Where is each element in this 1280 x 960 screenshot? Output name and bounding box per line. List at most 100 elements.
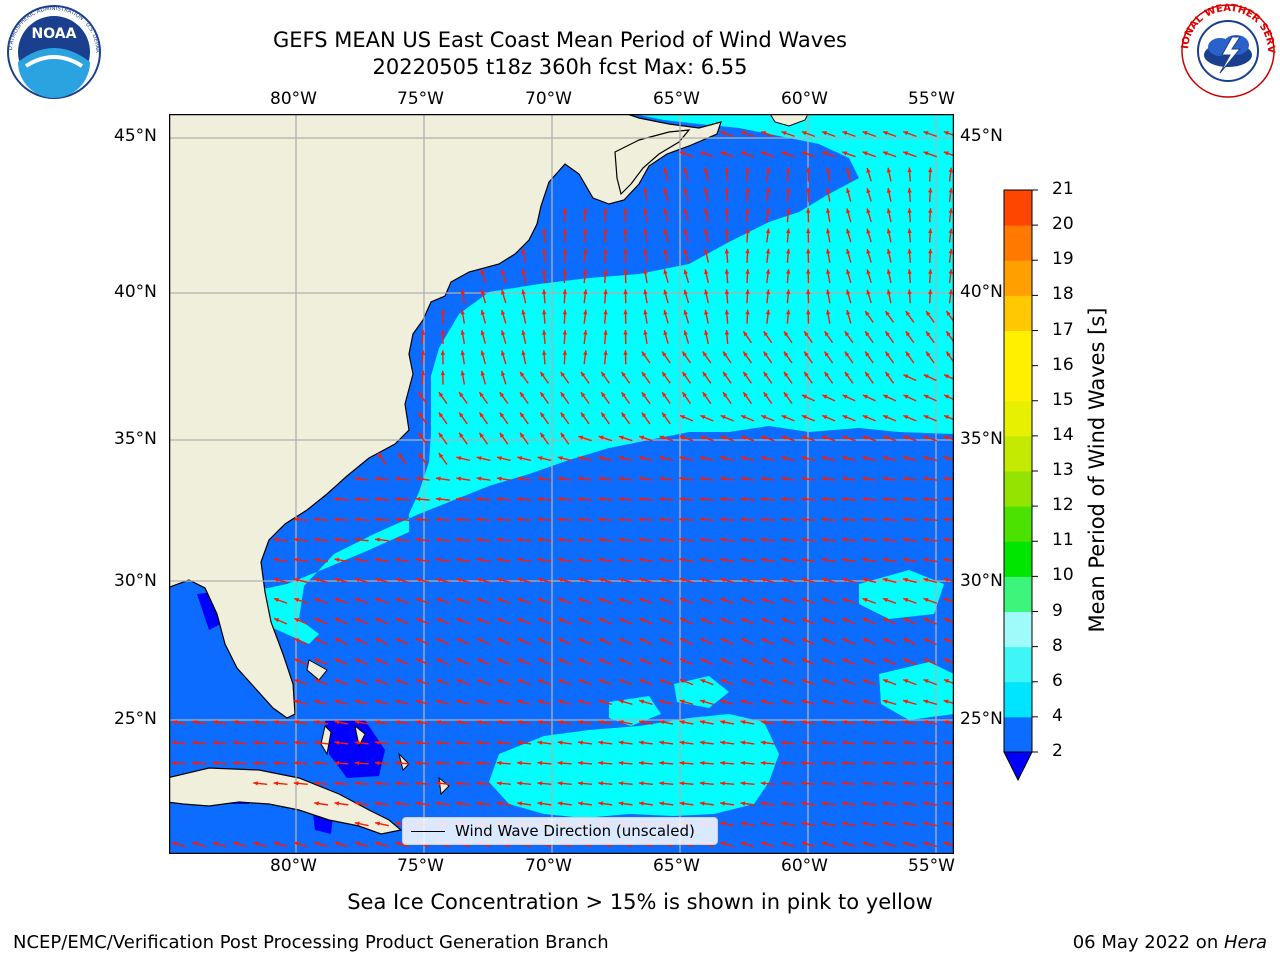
wave-direction-arrow	[537, 537, 552, 542]
wave-direction-arrow	[720, 720, 735, 725]
wave-direction-arrow	[435, 801, 450, 806]
wave-direction-arrow	[578, 678, 592, 686]
wave-direction-arrow	[740, 720, 755, 725]
wave-direction-arrow	[478, 391, 489, 405]
wave-direction-arrow	[232, 720, 247, 725]
wave-direction-arrow	[641, 371, 651, 384]
wave-direction-arrow	[476, 476, 491, 481]
wave-direction-arrow	[821, 456, 836, 462]
wave-direction-arrow	[415, 801, 430, 806]
wave-direction-arrow	[862, 821, 877, 827]
wave-direction-arrow	[679, 151, 694, 158]
wave-direction-arrow	[679, 476, 694, 481]
wave-direction-arrow	[903, 617, 917, 625]
wave-direction-arrow	[598, 476, 613, 481]
wave-direction-arrow	[902, 740, 917, 745]
wave-direction-arrow	[314, 841, 328, 848]
wave-direction-arrow	[679, 678, 694, 686]
wave-direction-arrow	[806, 248, 811, 263]
wave-direction-arrow	[537, 476, 552, 481]
wave-direction-arrow	[497, 658, 511, 666]
wave-direction-arrow	[902, 781, 917, 786]
wave-direction-arrow	[943, 841, 954, 847]
wave-direction-arrow	[293, 841, 308, 848]
wave-direction-arrow	[826, 248, 831, 263]
wave-direction-arrow	[440, 350, 446, 365]
wave-direction-arrow	[598, 658, 612, 666]
wave-direction-arrow	[478, 432, 489, 445]
wave-direction-arrow	[846, 208, 852, 223]
lat-label-left-40n: 40°N	[114, 282, 157, 302]
wave-direction-arrow	[704, 167, 709, 182]
lat-label-left-45n: 45°N	[114, 126, 157, 146]
wave-direction-arrow	[600, 371, 610, 384]
wave-direction-arrow	[517, 496, 532, 502]
wave-direction-arrow	[496, 496, 511, 502]
wave-direction-arrow	[521, 269, 527, 284]
wave-direction-arrow	[841, 699, 856, 706]
wave-direction-arrow	[699, 537, 714, 542]
wave-direction-arrow	[172, 841, 186, 848]
lon-label-bottom-60w: 60°W	[781, 856, 828, 876]
wave-direction-arrow	[354, 699, 369, 706]
wave-direction-arrow	[745, 228, 750, 243]
wave-direction-arrow	[786, 248, 791, 263]
wave-direction-arrow	[821, 720, 836, 725]
wave-direction-arrow	[923, 781, 938, 786]
lon-label-top-60w: 60°W	[781, 89, 828, 109]
wave-direction-arrow	[273, 537, 288, 542]
wave-direction-arrow	[496, 476, 511, 481]
wave-direction-arrow	[517, 678, 531, 686]
wave-direction-arrow	[841, 496, 856, 502]
wave-direction-arrow	[314, 781, 329, 786]
wave-direction-arrow	[436, 678, 450, 686]
lon-label-bottom-55w: 55°W	[908, 856, 955, 876]
wave-direction-arrow	[354, 557, 369, 563]
wave-direction-arrow	[618, 597, 633, 604]
wave-direction-arrow	[862, 130, 877, 138]
wave-direction-arrow	[801, 496, 816, 502]
wave-direction-arrow	[496, 720, 511, 725]
wave-direction-arrow	[780, 537, 796, 542]
wave-direction-arrow	[395, 760, 410, 766]
wave-direction-arrow	[334, 658, 349, 666]
wave-direction-arrow	[314, 658, 328, 666]
wave-direction-arrow	[862, 841, 877, 848]
wave-direction-arrow	[801, 617, 816, 625]
wave-direction-arrow	[862, 760, 877, 766]
lat-label-right-35n: 35°N	[960, 429, 1003, 449]
wave-direction-arrow	[273, 577, 288, 584]
wave-direction-arrow	[438, 452, 448, 465]
wave-direction-arrow	[679, 537, 694, 542]
wave-direction-arrow	[314, 637, 328, 646]
wave-direction-arrow	[517, 557, 532, 563]
wave-direction-arrow	[294, 617, 308, 625]
wave-direction-arrow	[375, 577, 389, 584]
wave-direction-arrow	[704, 187, 709, 202]
wave-direction-arrow	[314, 577, 329, 584]
wave-direction-arrow	[824, 330, 834, 344]
wave-direction-arrow	[783, 351, 793, 364]
legend-line-icon	[411, 831, 445, 832]
land-bahamas-5	[438, 776, 450, 796]
wave-direction-arrow	[948, 208, 953, 223]
wave-direction-arrow	[699, 435, 714, 442]
wave-direction-arrow	[334, 781, 349, 786]
wave-direction-arrow	[740, 740, 755, 745]
colorbar-tick-label: 9	[1052, 600, 1063, 621]
wave-direction-arrow	[745, 309, 750, 324]
wave-direction-arrow	[476, 699, 491, 706]
wave-direction-arrow	[476, 658, 491, 666]
wave-direction-arrow	[598, 577, 613, 584]
wave-direction-arrow	[740, 151, 755, 158]
wave-direction-arrow	[683, 309, 690, 324]
wave-direction-arrow	[562, 228, 568, 243]
colorbar-tick-label: 20	[1052, 214, 1074, 235]
wave-direction-arrow	[354, 678, 369, 686]
wave-direction-arrow	[903, 637, 917, 646]
wave-direction-arrow	[679, 720, 694, 725]
wave-direction-arrow	[681, 391, 692, 405]
wave-direction-arrow	[720, 537, 735, 542]
lat-label-right-45n: 45°N	[960, 126, 1003, 146]
wave-direction-arrow	[618, 658, 633, 666]
